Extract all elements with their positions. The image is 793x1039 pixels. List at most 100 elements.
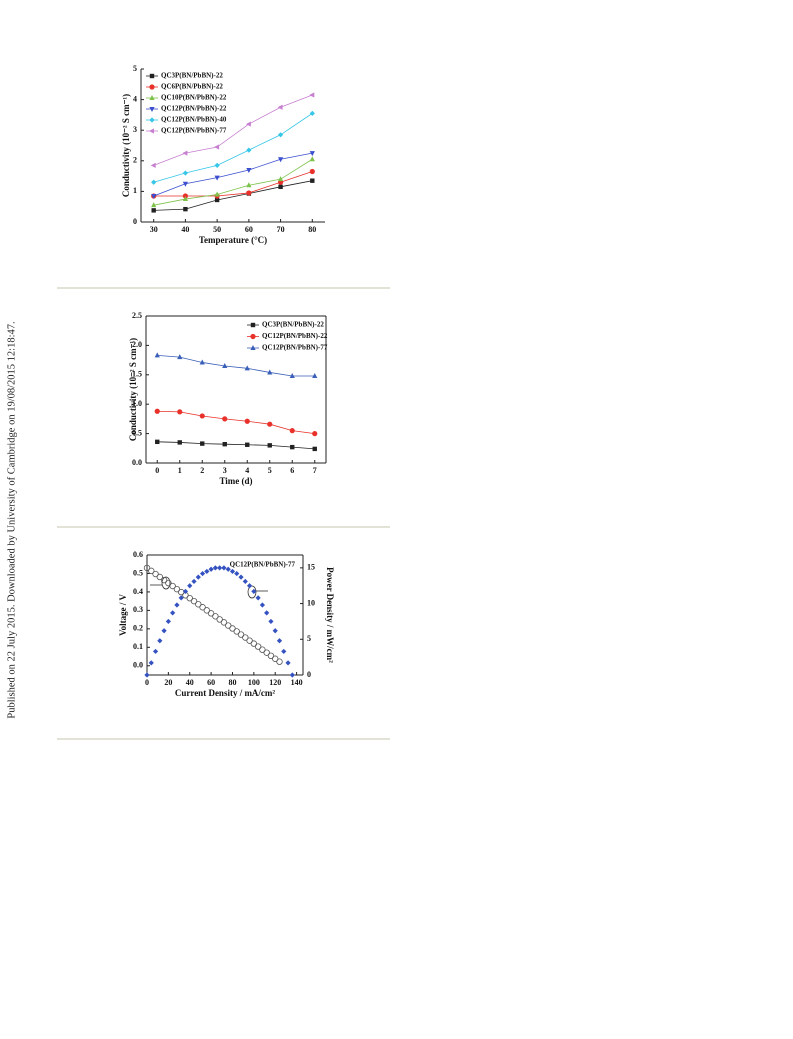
series-line (153, 94, 313, 166)
marker (154, 408, 160, 414)
y-tick-label: 0.0 (133, 661, 143, 670)
legend-label: QC12P(BN/PbBN)-77 (262, 344, 328, 352)
marker (154, 352, 160, 358)
series-line (157, 410, 315, 434)
marker (182, 170, 189, 176)
watermark: Published on 22 July 2015. Downloaded by… (6, 321, 17, 718)
x-tick-label: 100 (248, 678, 260, 687)
x-tick-label: 50 (213, 225, 221, 234)
x-tick-label: 70 (277, 225, 285, 234)
marker (222, 362, 228, 368)
y-tick-label: 0.4 (133, 587, 143, 596)
marker (207, 610, 215, 617)
marker (187, 583, 193, 589)
marker (229, 568, 236, 575)
marker (233, 628, 240, 635)
marker (165, 618, 171, 625)
marker (276, 658, 283, 665)
series-line (157, 441, 315, 450)
y2-axis-label: Power Density / mW/cm² (325, 567, 335, 663)
marker (204, 568, 210, 575)
marker (152, 570, 159, 578)
x-tick-label: 80 (308, 225, 316, 234)
marker (277, 104, 283, 110)
marker (246, 637, 253, 644)
marker (244, 365, 250, 371)
marker (199, 570, 206, 577)
marker (165, 579, 172, 587)
marker (182, 588, 189, 595)
marker (277, 176, 284, 182)
marker (190, 597, 198, 605)
marker (263, 649, 270, 656)
marker (178, 595, 184, 601)
marker (242, 578, 248, 585)
marker (182, 150, 188, 156)
x-tick-label: 0 (155, 466, 159, 475)
x-tick-label: 7 (313, 466, 317, 475)
legend-label: QC12P(BN/PbBN)-77 (161, 127, 227, 135)
marker (170, 610, 176, 616)
callout-ellipse (247, 585, 257, 599)
x-tick-label: 40 (186, 678, 194, 687)
legend-marker (149, 95, 155, 100)
x-tick-label: 4 (245, 466, 249, 475)
y-tick-label: 2 (133, 156, 137, 165)
marker (222, 416, 228, 422)
y-tick-label: 1 (133, 186, 137, 195)
marker (246, 167, 252, 173)
marker (246, 147, 252, 153)
y-tick-label: 2.5 (132, 311, 142, 320)
marker (246, 583, 253, 589)
marker (148, 660, 154, 666)
x-tick-label: 60 (245, 225, 253, 234)
x-tick-label: 6 (290, 466, 294, 475)
marker (281, 648, 287, 655)
callout-ellipse (161, 576, 171, 590)
marker (200, 441, 205, 446)
y-tick-label: 4 (133, 94, 137, 103)
y-tick-label: 5 (133, 64, 137, 73)
x-tick-label: 140 (291, 678, 303, 687)
y-tick-label: 0.3 (133, 605, 143, 614)
y-tick-label: 0 (133, 217, 137, 226)
marker (272, 628, 278, 634)
marker (221, 565, 227, 571)
marker (155, 439, 160, 445)
y-tick-label: 3 (133, 125, 137, 134)
x-tick-label: 1 (178, 466, 182, 475)
x-tick-label: 0 (145, 678, 149, 687)
y2-tick-label: 5 (307, 634, 311, 643)
marker (214, 191, 220, 197)
legend-label: QC12P(BN/PbBN)-22 (262, 332, 328, 340)
marker (312, 372, 318, 378)
x-axis-label: Temperature (°C) (199, 235, 267, 245)
marker (238, 574, 244, 580)
marker (160, 576, 168, 584)
marker (277, 132, 284, 138)
x-tick-label: 5 (268, 466, 272, 475)
marker (289, 672, 295, 678)
marker (277, 157, 284, 163)
marker (173, 585, 181, 593)
x-axis-label: Current Density / mA/cm² (175, 688, 276, 698)
x-tick-label: 80 (228, 678, 236, 687)
legend-marker (149, 84, 155, 90)
marker (220, 619, 228, 626)
marker (268, 618, 274, 625)
series-line (153, 180, 313, 211)
series-line (153, 158, 313, 206)
marker (191, 578, 197, 585)
marker (214, 197, 220, 203)
legend-marker (149, 117, 155, 123)
marker (177, 354, 183, 360)
marker (244, 418, 250, 424)
marker (195, 574, 201, 580)
marker (225, 622, 232, 629)
marker (285, 660, 291, 666)
x-tick-label: 30 (150, 225, 158, 234)
marker (310, 178, 315, 183)
marker (157, 638, 163, 644)
x-tick-label: 40 (181, 225, 189, 234)
x-tick-label: 2 (200, 466, 204, 475)
